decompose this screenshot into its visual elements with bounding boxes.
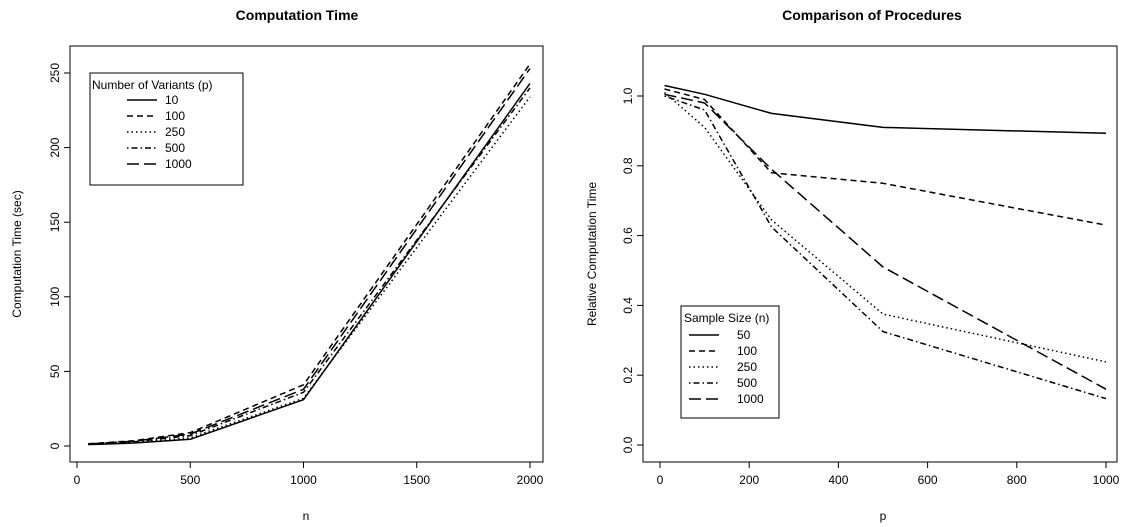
y-tick-label: 100 bbox=[48, 286, 62, 306]
right-x-axis-label: p bbox=[880, 509, 887, 523]
left-plot-frame bbox=[69, 45, 544, 463]
left-axes: 0 500 1000 1500 2000 0 50 100 150 200 250 bbox=[48, 63, 544, 487]
x-tick-label: 0 bbox=[657, 473, 664, 487]
y-tick-label: 1.0 bbox=[621, 87, 635, 104]
legend-label-500: 500 bbox=[165, 141, 185, 155]
x-tick-label: 500 bbox=[180, 473, 200, 487]
left-x-axis-label: n bbox=[303, 509, 310, 523]
x-tick-label: 600 bbox=[918, 473, 938, 487]
y-tick-label: 0.6 bbox=[621, 227, 635, 244]
legend-label-250: 250 bbox=[165, 125, 185, 139]
right-chart-panel: Comparison of Procedures 0 200 400 600 800 10… bbox=[585, 7, 1120, 523]
right-legend-title: Sample Size (n) bbox=[684, 311, 769, 325]
series-line-100 bbox=[664, 88, 1107, 226]
x-tick-label: 400 bbox=[828, 473, 848, 487]
series-line-50 bbox=[664, 84, 1107, 135]
y-tick-label: 0.8 bbox=[621, 157, 635, 174]
y-tick-label: 250 bbox=[48, 63, 62, 83]
series-line-100 bbox=[88, 63, 531, 445]
left-chart-title: Computation Time bbox=[236, 7, 359, 23]
left-y-axis-label: Computation Time (sec) bbox=[10, 190, 24, 317]
right-series-lines bbox=[664, 84, 1107, 400]
y-tick-label: 0.2 bbox=[621, 367, 635, 384]
legend-label-1000: 1000 bbox=[737, 392, 764, 406]
right-plot-frame bbox=[642, 45, 1118, 463]
x-tick-label: 1000 bbox=[290, 473, 317, 487]
legend-label-500: 500 bbox=[737, 376, 757, 390]
left-legend-box bbox=[89, 72, 244, 186]
x-tick-label: 200 bbox=[739, 473, 759, 487]
x-tick-label: 1000 bbox=[1093, 473, 1120, 487]
legend-label-10: 10 bbox=[165, 93, 179, 107]
y-tick-label: 200 bbox=[48, 137, 62, 157]
legend-label-100: 100 bbox=[737, 344, 757, 358]
left-series-lines bbox=[88, 63, 531, 446]
y-tick-label: 150 bbox=[48, 212, 62, 232]
legend-label-50: 50 bbox=[737, 328, 751, 342]
x-tick-label: 0 bbox=[74, 473, 81, 487]
right-axes: 0 200 400 600 800 1000 0.0 0.2 0.4 0.6 0.8 1.0 bbox=[621, 87, 1120, 487]
legend-label-250: 250 bbox=[737, 360, 757, 374]
y-tick-label: 50 bbox=[48, 364, 62, 378]
right-chart-title: Comparison of Procedures bbox=[782, 7, 962, 23]
y-tick-label: 0 bbox=[48, 442, 62, 449]
legend-label-100: 100 bbox=[165, 109, 185, 123]
legend-label-1000: 1000 bbox=[165, 157, 192, 171]
series-line-500 bbox=[664, 95, 1107, 400]
series-line-1000 bbox=[664, 93, 1107, 390]
left-legend: Number of Variants (p) 10 100 250 500 1000 bbox=[89, 72, 244, 186]
y-tick-label: 0.0 bbox=[621, 436, 635, 453]
series-line-1000 bbox=[88, 68, 531, 445]
right-legend: Sample Size (n) 50 100 250 500 1000 bbox=[680, 305, 780, 419]
left-chart-panel: Computation Time 0 500 1000 1500 2000 0 50 100 1… bbox=[10, 7, 544, 523]
x-tick-label: 1500 bbox=[403, 473, 430, 487]
left-legend-title: Number of Variants (p) bbox=[92, 78, 213, 92]
right-y-axis-label: Relative Computation Time bbox=[585, 182, 599, 326]
series-line-250 bbox=[664, 91, 1107, 363]
x-tick-label: 800 bbox=[1007, 473, 1027, 487]
x-tick-label: 2000 bbox=[517, 473, 544, 487]
y-tick-label: 0.4 bbox=[621, 297, 635, 314]
